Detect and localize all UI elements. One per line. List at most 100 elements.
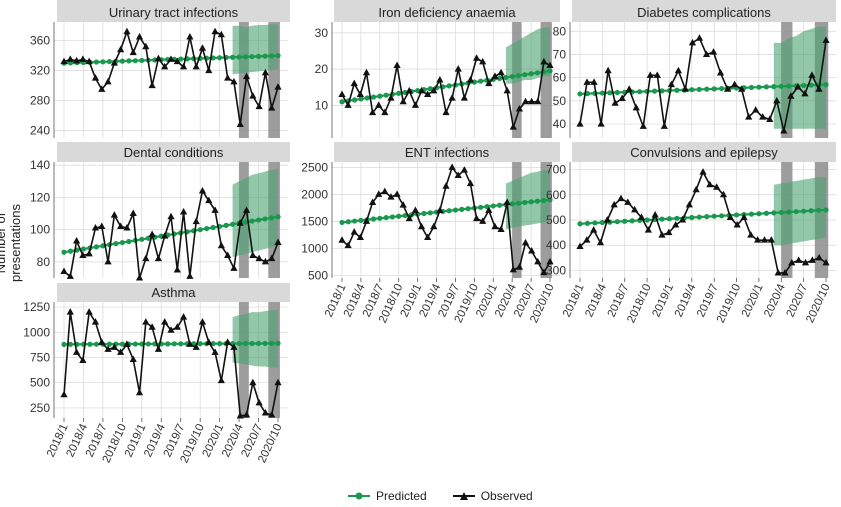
observed-point (632, 103, 640, 111)
observed-point (417, 222, 426, 230)
observed-point (503, 86, 511, 94)
predicted-point (659, 88, 665, 94)
predicted-point (763, 84, 769, 90)
observed-point (646, 71, 654, 78)
observed-point (651, 210, 659, 218)
predicted-point (262, 340, 268, 347)
predicted-point (733, 212, 740, 218)
predicted-point (607, 90, 613, 96)
predicted-point (113, 241, 119, 247)
observed-point (534, 257, 542, 265)
observed-point (91, 318, 100, 325)
observed-point (740, 213, 748, 220)
predicted-line (579, 83, 827, 96)
observed-point (774, 268, 782, 276)
observed-point (224, 251, 232, 258)
observed-point (261, 408, 270, 416)
observed-point (104, 257, 112, 265)
predicted-point (106, 58, 112, 65)
observed-point (368, 108, 377, 116)
predicted-point (210, 341, 216, 347)
observed-point (255, 102, 263, 110)
predicted-point (674, 215, 680, 221)
observed-point (123, 340, 131, 347)
predicted-point (629, 218, 635, 224)
shade-lockdown-1 (239, 22, 249, 138)
y-tick-label: 100 (30, 223, 50, 237)
observed-point (631, 205, 639, 213)
observed-point (117, 45, 125, 53)
y-tick-label: 120 (30, 190, 50, 204)
observed-point (186, 32, 194, 40)
predicted-point (622, 218, 628, 224)
observed-point (618, 94, 626, 102)
panel-title: Iron deficiency anaemia (378, 5, 516, 20)
observed-point (198, 44, 207, 51)
observed-point (110, 211, 118, 218)
predicted-point (584, 91, 591, 97)
observed-point (767, 236, 775, 243)
predicted-point (132, 341, 138, 347)
observed-point (515, 263, 524, 270)
observed-point (604, 66, 612, 74)
observed-point (685, 200, 693, 208)
y-tick-label: 750 (30, 350, 50, 364)
panel-strip (572, 0, 836, 22)
predicted-point (534, 198, 540, 204)
observed-point (129, 48, 137, 56)
observed-point (781, 268, 789, 276)
y-tick-label: 1000 (301, 241, 328, 255)
observed-point (424, 90, 432, 97)
observed-point (338, 90, 346, 97)
panel-title: Diabetes complications (637, 5, 771, 20)
predicted-point (427, 86, 433, 92)
predicted-point (666, 216, 673, 222)
observed-point (747, 231, 755, 238)
observed-point (242, 410, 251, 418)
observed-point (362, 68, 371, 76)
observed-point (249, 378, 257, 386)
predicted-point (503, 74, 509, 81)
observed-point (678, 216, 687, 223)
observed-point (167, 212, 175, 220)
predicted-point (236, 54, 242, 60)
observed-point (716, 69, 725, 76)
y-tick-label: 250 (30, 401, 50, 415)
predicted-point (509, 73, 515, 80)
predicted-point (801, 82, 807, 89)
y-tick-label: 30 (315, 26, 329, 40)
observed-point (211, 206, 219, 213)
observed-point (430, 222, 438, 230)
predicted-point (786, 83, 792, 89)
predicted-point (577, 91, 583, 97)
observed-point (546, 61, 554, 68)
predicted-point (242, 54, 249, 60)
y-tick-label: 1500 (301, 214, 328, 228)
observed-point (780, 127, 788, 134)
panel-strip (334, 142, 560, 162)
predicted-point (522, 199, 528, 206)
observed-point (653, 71, 661, 78)
observed-point (583, 236, 591, 243)
observed-point (660, 122, 668, 129)
predicted-point (674, 87, 680, 93)
observed-point (576, 242, 584, 249)
prediction-interval-band (232, 310, 278, 368)
predicted-point (255, 53, 262, 59)
observed-point (192, 217, 200, 225)
observed-point (801, 258, 810, 266)
observed-point (249, 251, 257, 258)
predicted-point (210, 55, 216, 61)
observed-point (79, 251, 87, 258)
observed-point (217, 376, 225, 384)
observed-point (161, 62, 169, 70)
observed-point (375, 101, 383, 108)
predicted-point (778, 209, 784, 216)
prediction-interval-band (232, 168, 278, 258)
observed-point (417, 86, 426, 94)
observed-point (135, 388, 144, 396)
observed-point (261, 257, 270, 265)
observed-point (466, 179, 475, 187)
observed-point (815, 85, 823, 92)
observed-point (224, 74, 232, 81)
